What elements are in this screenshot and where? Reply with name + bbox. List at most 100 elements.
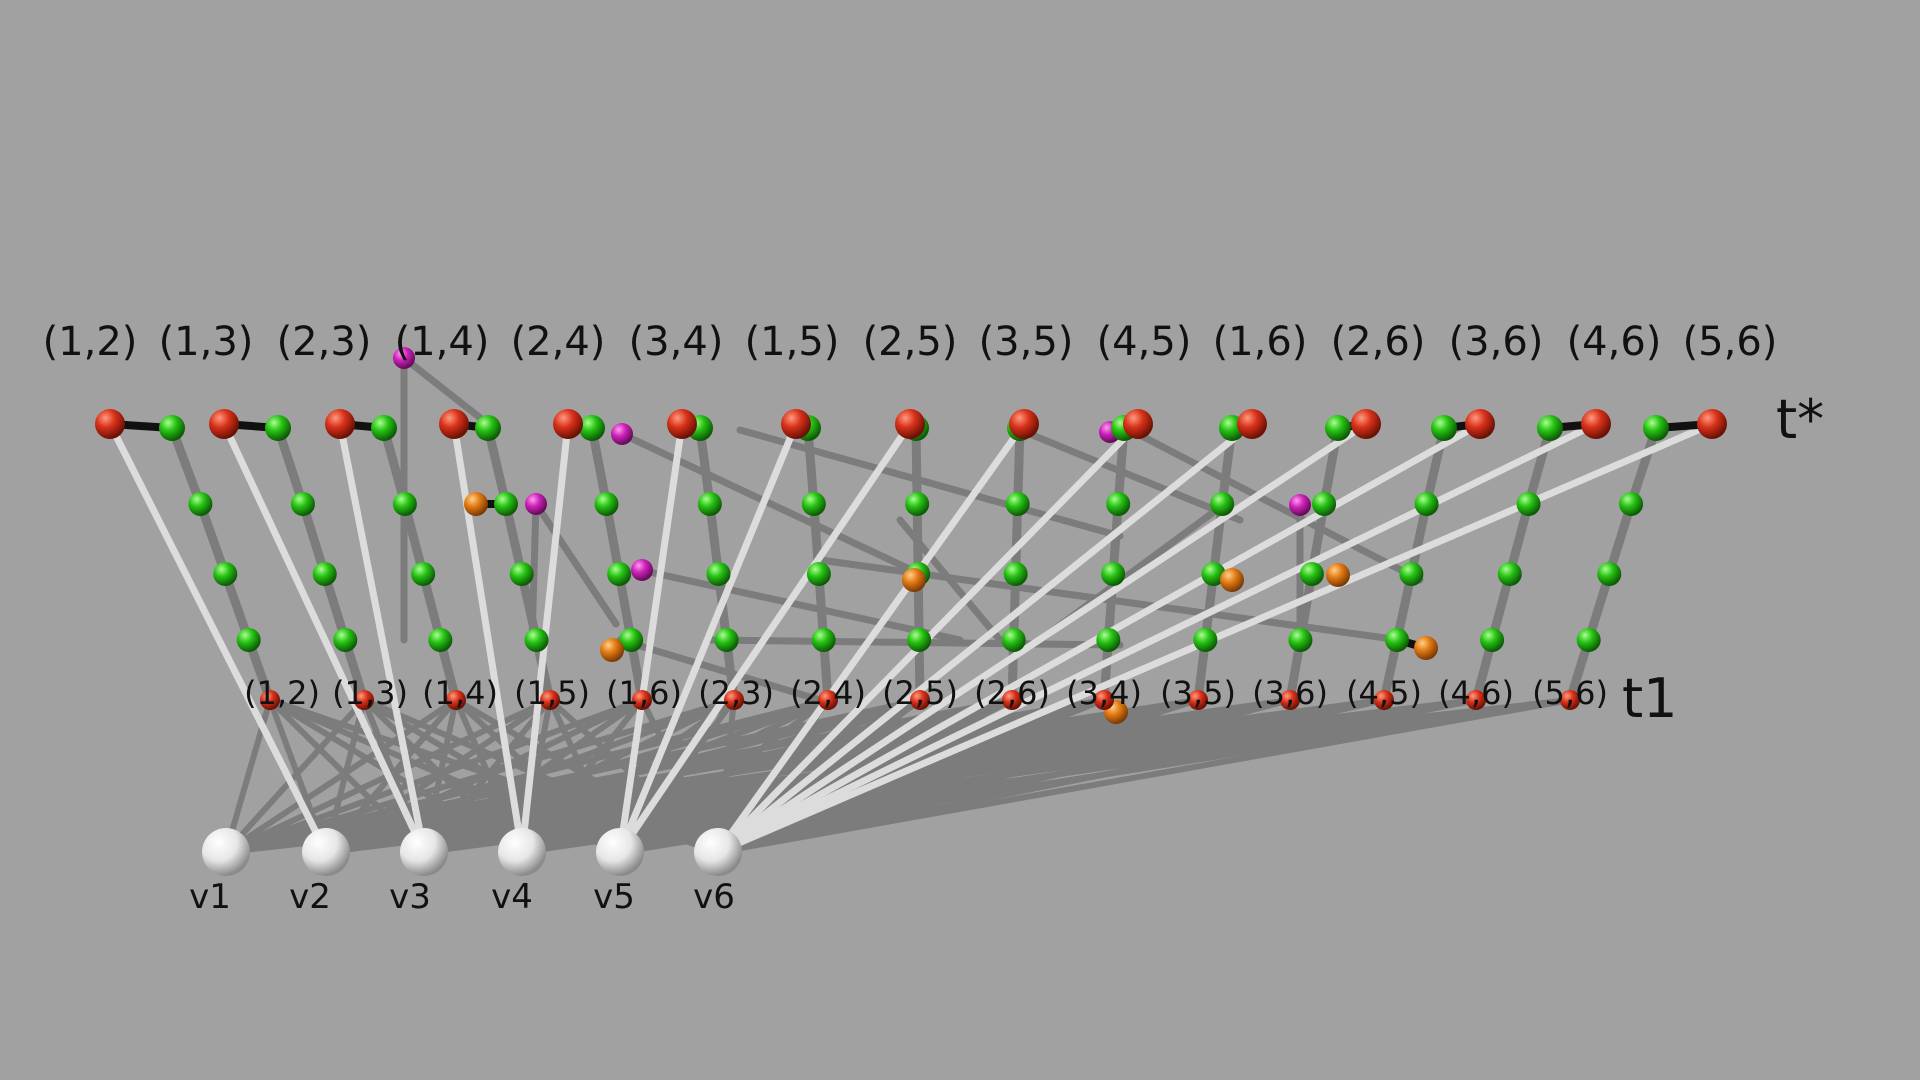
- chain-node: [392, 492, 417, 516]
- vertex-node: [202, 828, 250, 876]
- chain-node: [607, 562, 632, 586]
- edge-top-10: [714, 420, 1256, 856]
- chain-node: [524, 628, 549, 652]
- chain-node: [1576, 628, 1601, 652]
- mid-red-node: [724, 690, 744, 710]
- edge-top-11: [714, 420, 1370, 856]
- top-red-node: [781, 409, 811, 439]
- chain-node: [619, 628, 644, 652]
- chain-node: [1288, 628, 1313, 652]
- cross-edge-14: [616, 636, 824, 704]
- top-green-node: [371, 415, 397, 441]
- edge-top-6: [616, 420, 800, 856]
- nodes: [95, 347, 1727, 876]
- row-label-top: t*: [1776, 388, 1824, 451]
- chain-node: [312, 562, 337, 586]
- cross-edge-0: [400, 354, 492, 428]
- mid-red-node: [446, 690, 466, 710]
- chain-0-seg-0: [167, 423, 205, 509]
- cross-edge-11: [896, 516, 1004, 644]
- cross-edge-4: [618, 430, 924, 578]
- row-label-mid: t1: [1622, 667, 1678, 730]
- top-green-node: [579, 415, 605, 441]
- chain-node: [428, 628, 453, 652]
- vertex-node: [400, 828, 448, 876]
- cross-edge-9: [1126, 426, 1424, 584]
- top-label: (1,6): [1213, 319, 1308, 365]
- chain-node: [1516, 492, 1541, 516]
- chain-node: [1312, 492, 1337, 516]
- top-label: (1,5): [745, 319, 840, 365]
- top-green-node: [1431, 415, 1457, 441]
- chain-node: [594, 492, 619, 516]
- top-red-node: [1351, 409, 1381, 439]
- chain-node: [1480, 628, 1505, 652]
- orange-node: [1326, 563, 1350, 587]
- mid-label: (1,6): [606, 674, 682, 712]
- magenta-node: [1289, 494, 1311, 516]
- mid-label: (1,4): [422, 674, 498, 712]
- orange-node: [902, 568, 926, 592]
- top-green-node: [1537, 415, 1563, 441]
- edge-top-0: [106, 420, 330, 856]
- chain-14-seg-1: [1604, 499, 1636, 579]
- top-green-node: [1325, 415, 1351, 441]
- vertex-node: [302, 828, 350, 876]
- chain-node: [333, 628, 358, 652]
- mid-label: (3,4): [1066, 674, 1142, 712]
- mid-red-node: [354, 690, 374, 710]
- mid-red-node: [632, 690, 652, 710]
- vertex-node: [694, 828, 742, 876]
- mid-label: (4,6): [1438, 674, 1514, 712]
- top-label: (1,2): [43, 319, 138, 365]
- vertex-node: [596, 828, 644, 876]
- mid-label: (2,4): [790, 674, 866, 712]
- chain-node: [907, 628, 932, 652]
- chain-node: [801, 492, 826, 516]
- chain-14-seg-0: [1626, 423, 1661, 509]
- mid-red-node: [540, 690, 560, 710]
- mid-label: (2,5): [882, 674, 958, 712]
- chain-node: [509, 562, 534, 586]
- mid-label: (3,6): [1252, 674, 1328, 712]
- mid-label: (5,6): [1532, 674, 1608, 712]
- edge-top-1: [220, 420, 428, 856]
- orange-node: [600, 638, 624, 662]
- top-red-node: [1465, 409, 1495, 439]
- vertex-label: v1: [189, 877, 231, 917]
- chain-node: [1201, 562, 1226, 586]
- top-green-node: [1643, 415, 1669, 441]
- top-red-node: [325, 409, 355, 439]
- mid-red-node: [1002, 690, 1022, 710]
- magenta-node: [611, 423, 633, 445]
- mid-label: (2,6): [974, 674, 1050, 712]
- chain-node: [1106, 492, 1131, 516]
- chain-node: [811, 628, 836, 652]
- chain-3-seg-0: [483, 423, 511, 509]
- chain-node: [1193, 628, 1218, 652]
- chain-node: [697, 492, 722, 516]
- chain-node: [1385, 628, 1410, 652]
- chain-node: [806, 562, 831, 586]
- magenta-node: [393, 347, 415, 369]
- mid-red-node: [1280, 690, 1300, 710]
- edge-top-13: [714, 420, 1600, 856]
- top-label: (2,3): [277, 319, 372, 365]
- chain-1-seg-0: [273, 423, 308, 509]
- chain-node: [1619, 492, 1644, 516]
- mid-label: (1,5): [514, 674, 590, 712]
- magenta-node: [631, 559, 653, 581]
- top-label: (4,6): [1567, 319, 1662, 365]
- edge-top-8: [714, 420, 1028, 856]
- chain-node: [1399, 562, 1424, 586]
- top-label: (2,6): [1331, 319, 1426, 365]
- mid-red-node: [1560, 690, 1580, 710]
- labels: (1,2) (1,3) (2,3) (1,4) (2,4) (3,4) (1,5) (2,5)…: [43, 319, 1825, 917]
- chain-node: [1005, 492, 1030, 516]
- vertex-label: v5: [593, 877, 635, 917]
- chain-node: [1210, 492, 1235, 516]
- chain-node: [905, 492, 930, 516]
- top-green-node: [265, 415, 291, 441]
- top-red-node: [553, 409, 583, 439]
